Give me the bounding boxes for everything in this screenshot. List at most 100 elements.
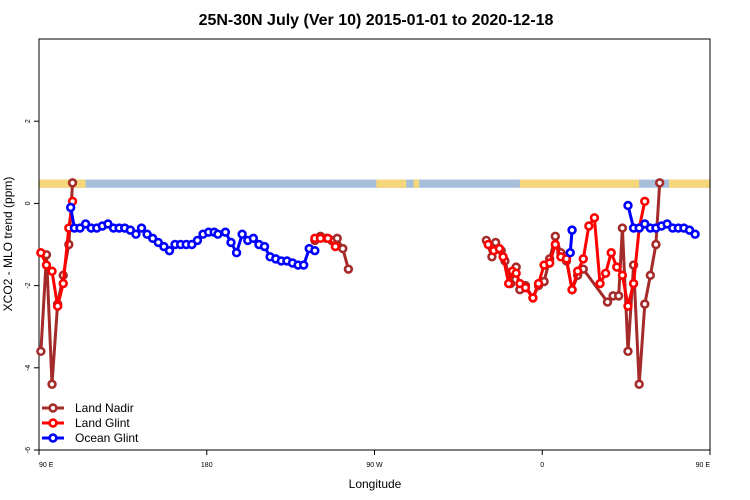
x-tick-label: 90 E: [696, 462, 711, 469]
data-point: [623, 346, 633, 357]
x-axis: 90 E 180 90 W 0 90 E: [38, 450, 711, 469]
data-point: [298, 260, 309, 270]
data-point: [617, 223, 628, 233]
data-point: [634, 379, 644, 389]
land-band-5: [519, 179, 640, 188]
data-point: [600, 268, 611, 278]
data-point: [248, 233, 259, 244]
data-point: [589, 213, 600, 223]
legend-swatch-marker: [48, 403, 58, 413]
data-point: [606, 248, 616, 258]
chart-title: 25N-30N July (Ver 10) 2015-01-01 to 2020…: [199, 12, 554, 29]
data-point: [595, 278, 605, 289]
series-group: [36, 178, 700, 389]
x-tick-label: 90 W: [366, 462, 383, 469]
y-tick-label: -2: [25, 282, 32, 288]
data-point: [572, 266, 583, 276]
data-point: [504, 278, 514, 289]
data-point: [533, 278, 544, 289]
data-point: [164, 245, 175, 256]
data-point: [259, 241, 270, 252]
data-point: [483, 239, 493, 250]
data-point: [136, 223, 147, 233]
data-point: [645, 270, 656, 281]
x-tick-label: 0: [540, 462, 544, 469]
legend-label: Land Nadir: [75, 401, 134, 415]
data-point: [67, 178, 78, 188]
data-point: [47, 379, 57, 389]
data-point: [231, 248, 242, 258]
data-point: [511, 268, 521, 278]
data-point: [213, 229, 223, 239]
land-band-6: [668, 179, 710, 188]
data-point: [628, 278, 639, 289]
ocean-band: [39, 179, 710, 188]
data-point: [545, 258, 555, 268]
legend-label: Ocean Glint: [75, 431, 139, 445]
data-point: [332, 233, 342, 244]
land-sea-strip: [39, 179, 710, 188]
legend-swatch-marker: [48, 433, 58, 443]
legend-swatch-marker: [48, 418, 58, 428]
data-point: [528, 293, 538, 303]
data-point: [323, 233, 333, 244]
data-point: [494, 243, 505, 254]
y-tick-label: -4: [25, 365, 32, 371]
x-tick-label: 90 E: [39, 462, 54, 469]
data-point: [36, 346, 46, 357]
data-point: [623, 200, 633, 211]
data-point: [613, 291, 624, 301]
x-tick-label: 180: [201, 462, 213, 469]
data-point: [192, 235, 203, 246]
data-point: [690, 229, 700, 239]
data-point: [651, 239, 661, 250]
series-land-nadir: [36, 178, 665, 389]
plot-frame: [38, 38, 711, 451]
data-point: [617, 270, 628, 281]
legend-label: Land Glint: [75, 416, 130, 430]
data-point: [584, 221, 594, 231]
data-point: [315, 233, 326, 244]
data-point: [338, 243, 348, 254]
data-point: [640, 196, 650, 207]
y-axis: -6 -4 -2 0 2: [25, 119, 39, 453]
data-point: [36, 248, 46, 258]
data-point: [226, 237, 236, 248]
data-point: [550, 239, 560, 250]
data-point: [41, 260, 52, 270]
data-point: [65, 202, 76, 213]
data-point: [498, 252, 508, 262]
data-point: [550, 231, 560, 241]
land-band-0: [39, 179, 86, 188]
data-point: [520, 282, 531, 293]
data-point: [640, 299, 650, 309]
y-tick-label: 2: [25, 119, 32, 123]
data-point: [310, 245, 320, 256]
data-point: [578, 254, 588, 264]
land-band-2: [393, 179, 403, 188]
data-point: [565, 248, 575, 258]
data-point: [52, 301, 63, 311]
land-band-3: [398, 179, 407, 188]
data-point: [330, 241, 341, 252]
data-point: [131, 229, 141, 239]
land-band-4: [413, 179, 420, 188]
x-axis-label: Longitude: [349, 477, 402, 491]
data-point: [237, 229, 247, 239]
data-point: [343, 264, 354, 274]
land-band-1: [376, 179, 394, 188]
data-point: [47, 266, 57, 276]
data-point: [567, 225, 577, 235]
series-ocean-glint: [65, 200, 700, 270]
data-point: [58, 278, 68, 289]
data-point: [623, 301, 633, 311]
y-tick-label: 0: [25, 201, 32, 205]
data-point: [220, 227, 231, 237]
y-tick-label: -6: [25, 447, 32, 453]
data-point: [567, 285, 577, 295]
data-point: [654, 178, 665, 188]
y-axis-label: XCO2 - MLO trend (ppm): [1, 177, 15, 312]
data-point: [612, 262, 622, 272]
